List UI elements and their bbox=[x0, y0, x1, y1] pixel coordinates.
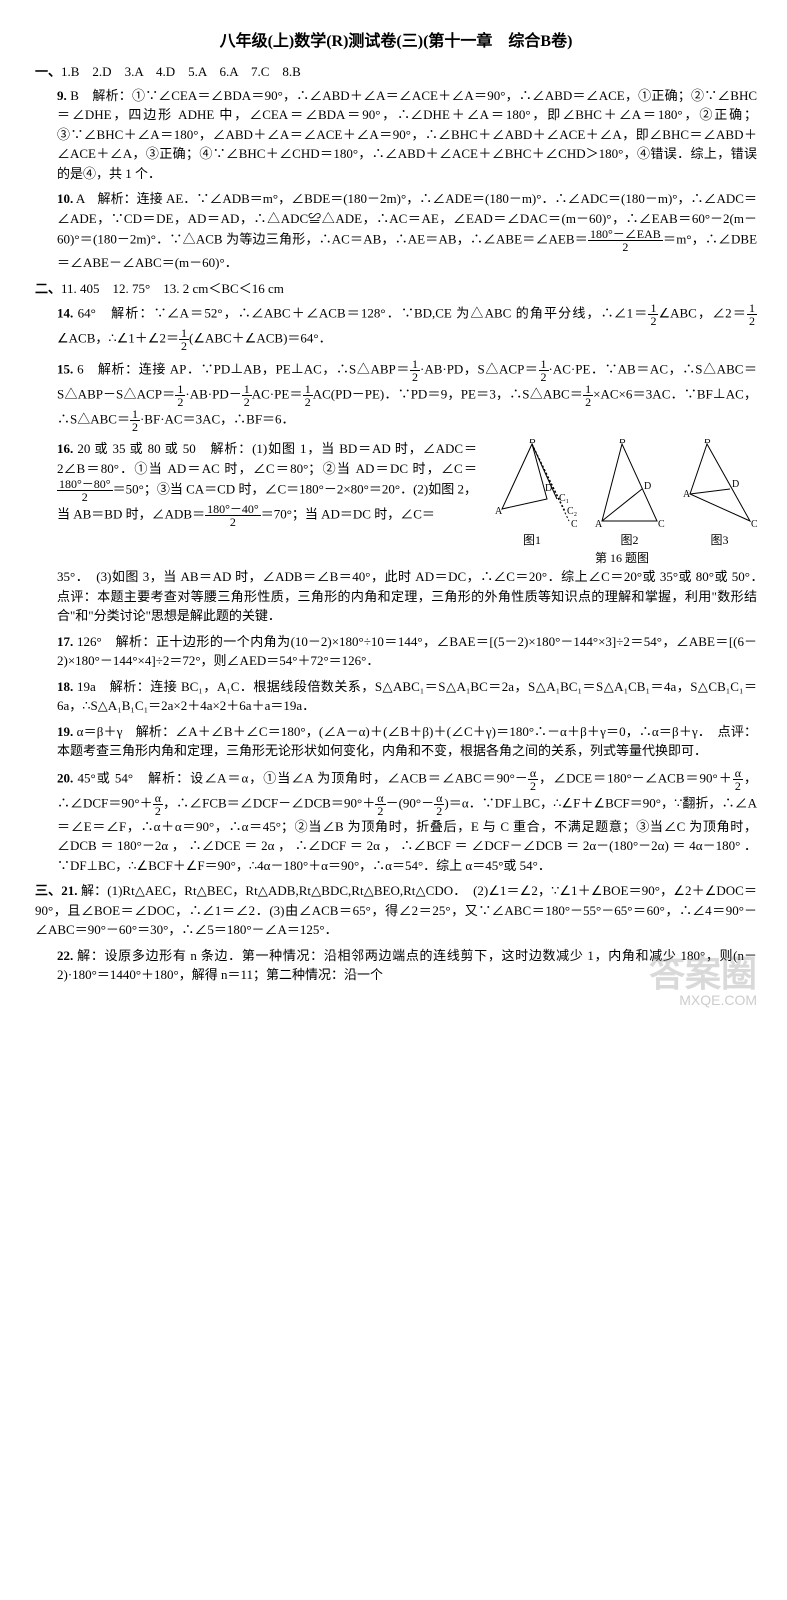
half2: 12 bbox=[747, 302, 757, 327]
section2-label: 二、 bbox=[35, 281, 61, 296]
svg-text:A: A bbox=[595, 519, 603, 529]
q16-figures: B A D C₁ C₂ C₃ 图1 B A C bbox=[487, 439, 757, 549]
q14-text4: (∠ABC＋∠ACB)＝64°． bbox=[189, 330, 332, 345]
q14-text2: ∠ABC，∠2＝ bbox=[658, 305, 747, 320]
q20-t4: ，∴∠FCB＝∠DCF－∠DCB＝90°＋ bbox=[163, 795, 375, 810]
svg-text:C: C bbox=[658, 519, 665, 529]
s2-answers: 11. 405 12. 75° 13. 2 cm＜BC＜16 cm bbox=[61, 281, 284, 296]
q15-t1: 解析：连接 AP．∵PD⊥AB，PE⊥AC，∴S△ABP＝ bbox=[98, 361, 410, 376]
q20-t1: 解析：设∠A＝α，①当∠A 为顶角时，∠ACB＝∠ABC＝90°－ bbox=[148, 770, 528, 785]
q15-ans: 6 bbox=[77, 361, 84, 376]
q14-text1: 解析：∵∠A＝52°，∴∠ABC＋∠ACB＝128°．∵BD,CE 为△ABC … bbox=[111, 305, 648, 320]
q17-ans: 126° bbox=[77, 634, 102, 649]
fig2-svg: B A C D bbox=[592, 439, 667, 529]
q10-ans: A bbox=[76, 191, 85, 206]
svg-text:D: D bbox=[545, 483, 552, 494]
q20: 20. 45°或 54° 解析：设∠A＝α，①当∠A 为顶角时，∠ACB＝∠AB… bbox=[35, 767, 757, 876]
mc-answers: 1.B 2.D 3.A 4.D 5.A 6.A 7.C 8.B bbox=[61, 64, 301, 79]
q16-frac2: 180°－80°2 bbox=[57, 478, 113, 503]
q9-ans: B bbox=[70, 88, 79, 103]
q20-t5: －(90°－ bbox=[386, 795, 435, 810]
q19-ans: α＝β＋γ bbox=[77, 724, 123, 739]
watermark-url: MXQE.COM bbox=[679, 990, 757, 1011]
q10-num: 10. bbox=[57, 191, 73, 206]
q21-text: 解：(1)Rt△AEC，Rt△BEC，Rt△ADB,Rt△BDC,Rt△BEO,… bbox=[35, 883, 757, 937]
half3: 12 bbox=[179, 327, 189, 352]
q18-num: 18. bbox=[57, 679, 73, 694]
svg-text:B: B bbox=[704, 439, 711, 446]
q15-t5: AC·PE＝ bbox=[252, 386, 303, 401]
q20-t2: ，∠DCE＝180°－∠ACB＝90°＋ bbox=[538, 770, 733, 785]
q17: 17. 126° 解析：正十边形的一个内角为(10－2)×180°÷10＝144… bbox=[35, 632, 757, 671]
q9-num: 9. bbox=[57, 88, 67, 103]
fig-main-label: 第 16 题图 bbox=[487, 549, 757, 567]
q14-ans: 64° bbox=[78, 305, 96, 320]
q15-num: 15. bbox=[57, 361, 73, 376]
svg-text:A: A bbox=[683, 489, 691, 500]
q15-t8: ·BF·AC＝3AC，∴BF＝6． bbox=[140, 411, 295, 426]
q21-num: 21. bbox=[61, 883, 77, 898]
svg-text:C₃: C₃ bbox=[571, 519, 577, 529]
section1-label: 一、 bbox=[35, 64, 61, 79]
q22-num: 22. bbox=[57, 948, 73, 963]
q19-num: 19. bbox=[57, 724, 73, 739]
q16-t3: ＝70°；当 AD＝DC 时，∠C＝ bbox=[261, 506, 435, 521]
page-title: 八年级(上)数学(R)测试卷(三)(第十一章 综合B卷) bbox=[35, 30, 757, 54]
q16-cont: 35°． (3)如图 3，当 AB＝AD 时，∠ADB＝∠B＝40°，此时 AD… bbox=[57, 567, 757, 626]
section3-label: 三、 bbox=[35, 883, 61, 898]
svg-text:C₁: C₁ bbox=[559, 493, 569, 504]
svg-text:B: B bbox=[529, 439, 536, 446]
q18: 18. 19a 解析：连接 BC₁，A₁C．根据线段倍数关系，S△ABC₁＝S△… bbox=[35, 677, 757, 716]
q10: 10. A 解析：连接 AE．∵∠ADB＝m°，∠BDE＝(180－2m)°，∴… bbox=[35, 189, 757, 273]
svg-text:B: B bbox=[619, 439, 626, 446]
q14-text3: ∠ACB，∴∠1＋∠2＝ bbox=[57, 330, 179, 345]
q15: 15. 6 解析：连接 AP．∵PD⊥AB，PE⊥AC，∴S△ABP＝12·AB… bbox=[35, 358, 757, 433]
q17-num: 17. bbox=[57, 634, 73, 649]
q15-t4: ·AB·PD－ bbox=[185, 386, 241, 401]
fig3-label: 图3 bbox=[682, 531, 757, 549]
q18-text: 解析：连接 BC₁，A₁C．根据线段倍数关系，S△ABC₁＝S△A₁BC＝2a，… bbox=[57, 679, 757, 714]
q15-t6: AC(PD－PE)．∵PD＝9，PE＝3，∴S△ABC＝ bbox=[313, 386, 583, 401]
q18-ans: 19a bbox=[77, 679, 96, 694]
q20-ans: 45°或 54° bbox=[78, 770, 134, 785]
q10-frac: 180°－∠EAB2 bbox=[588, 228, 663, 253]
svg-text:D: D bbox=[732, 479, 739, 490]
svg-text:C: C bbox=[751, 519, 757, 529]
q9: 9. B 解析：①∵∠CEA＝∠BDA＝90°，∴∠ABD＋∠A＝∠ACE＋∠A… bbox=[35, 86, 757, 184]
q9-text: 解析：①∵∠CEA＝∠BDA＝90°，∴∠ABD＋∠A＝∠ACE＋∠A＝90°，… bbox=[57, 88, 757, 181]
q16-frac3: 180°－40°2 bbox=[205, 503, 261, 528]
q17-text: 解析：正十边形的一个内角为(10－2)×180°÷10＝144°，∠BAE＝[(… bbox=[57, 634, 757, 669]
fig2-label: 图2 bbox=[592, 531, 667, 549]
section2-row1: 二、11. 405 12. 75° 13. 2 cm＜BC＜16 cm bbox=[35, 279, 757, 299]
svg-text:A: A bbox=[495, 506, 503, 517]
svg-text:C₂: C₂ bbox=[567, 506, 577, 517]
q16-num: 16. bbox=[57, 441, 73, 456]
fig3-svg: B A C D bbox=[682, 439, 757, 529]
q15-t2: ·AB·PD，S△ACP＝ bbox=[420, 361, 539, 376]
q19: 19. α＝β＋γ 解析：∠A＋∠B＋∠C＝180°，(∠A－α)＋(∠B＋β)… bbox=[35, 722, 757, 761]
q16: 16. 20 或 35 或 80 或 50 解析：(1)如图 1，当 BD＝AD… bbox=[35, 439, 757, 626]
q21: 三、21. 解：(1)Rt△AEC，Rt△BEC，Rt△ADB,Rt△BDC,R… bbox=[35, 881, 757, 940]
q16-ans: 20 或 35 或 80 或 50 bbox=[77, 441, 195, 456]
q19-text: 解析：∠A＋∠B＋∠C＝180°，(∠A－α)＋(∠B＋β)＋(∠C＋γ)＝18… bbox=[57, 724, 757, 759]
section1-mc-row: 一、1.B 2.D 3.A 4.D 5.A 6.A 7.C 8.B bbox=[35, 62, 757, 82]
q20-num: 20. bbox=[57, 770, 73, 785]
fig1-svg: B A D C₁ C₂ C₃ bbox=[487, 439, 577, 529]
fig1-label: 图1 bbox=[487, 531, 577, 549]
svg-text:D: D bbox=[644, 481, 651, 492]
half1: 12 bbox=[648, 302, 658, 327]
q14-num: 14. bbox=[57, 305, 73, 320]
q14: 14. 64° 解析：∵∠A＝52°，∴∠ABC＋∠ACB＝128°．∵BD,C… bbox=[35, 302, 757, 352]
